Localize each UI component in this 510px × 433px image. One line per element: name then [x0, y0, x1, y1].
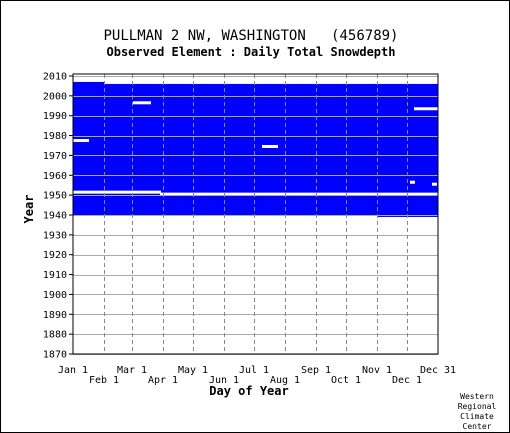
missing-gap-0-2 — [262, 144, 278, 148]
x-tick-label-aug-1: Aug 1 — [270, 375, 300, 386]
missing-gap-0-0 — [73, 139, 89, 143]
y-tick-label-1960: 1960 — [43, 171, 67, 182]
x-tick-label-sep-1: Sep 1 — [301, 365, 331, 376]
credit-line-4: Center — [463, 422, 492, 431]
x-tick-label-apr-1: Apr 1 — [148, 375, 178, 386]
missing-gap-0-3 — [73, 190, 161, 194]
x-tick-label-dec-1: Dec 1 — [392, 375, 422, 386]
credit-line-1: Western — [460, 392, 494, 401]
x-tick-label-oct-1: Oct 1 — [331, 375, 361, 386]
missing-gap-0-5 — [414, 107, 438, 111]
y-tick-label-1950: 1950 — [43, 191, 67, 202]
x-tick-label-may-1: May 1 — [178, 365, 208, 376]
y-tick-label-1910: 1910 — [43, 270, 67, 281]
x-tick-label-jul-1: Jul 1 — [239, 365, 269, 376]
y-tick-label-1990: 1990 — [43, 111, 67, 122]
y-axis-label: Year — [22, 195, 36, 224]
missing-gap-0-6 — [410, 180, 415, 184]
y-tick-label-1890: 1890 — [43, 310, 67, 321]
y-tick-label-1870: 1870 — [43, 350, 67, 361]
y-tick-label-1880: 1880 — [43, 330, 67, 341]
x-tick-label-dec-31: Dec 31 — [420, 365, 456, 376]
missing-gap-0-4 — [160, 192, 438, 196]
x-tick-label-jan-1: Jan 1 — [58, 365, 88, 376]
chart-title: PULLMAN 2 NW, WASHINGTON (456789) — [103, 28, 398, 44]
credit-line-2: Regional — [458, 402, 497, 411]
chart-subtitle: Observed Element : Daily Total Snowdepth — [107, 45, 396, 59]
y-tick-label-1980: 1980 — [43, 131, 67, 142]
y-tick-label-1930: 1930 — [43, 230, 67, 241]
y-tick-label-1920: 1920 — [43, 250, 67, 261]
tick-layer: 2010 2000 1990 1980 1970 1960 1950 1940 1930 1920… — [43, 71, 456, 386]
x-tick-label-mar-1: Mar 1 — [117, 365, 147, 376]
missing-gap-0-1 — [133, 101, 151, 105]
data-layer — [73, 81, 438, 217]
y-tick-label-1940: 1940 — [43, 210, 67, 221]
x-tick-label-jun-1: Jun 1 — [209, 375, 239, 386]
y-tick-label-2000: 2000 — [43, 91, 67, 102]
y-tick-label-1970: 1970 — [43, 151, 67, 162]
missing-gap-0-7 — [432, 182, 437, 186]
credit-line-3: Climate — [460, 412, 494, 421]
x-tick-label-feb-1: Feb 1 — [89, 375, 119, 386]
y-tick-label-2010: 2010 — [43, 71, 67, 82]
y-tick-label-1900: 1900 — [43, 290, 67, 301]
plot-border — [72, 73, 439, 355]
x-axis-label: Day of Year — [209, 384, 288, 398]
x-tick-label-nov-1: Nov 1 — [362, 365, 392, 376]
